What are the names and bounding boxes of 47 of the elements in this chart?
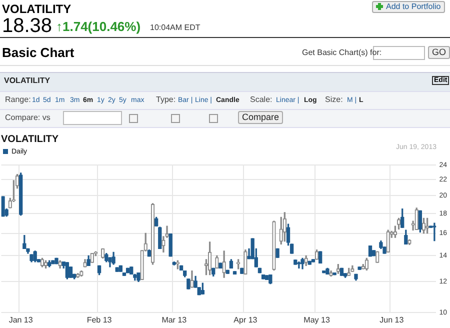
chart-title: VOLATILITY — [1, 134, 59, 145]
candlestick — [414, 208, 418, 230]
candlestick — [422, 218, 426, 234]
candlestick — [44, 260, 48, 269]
x-tick-label: Feb 13 — [86, 315, 112, 324]
candlestick — [101, 248, 105, 258]
candlestick — [329, 270, 333, 277]
candlestick — [222, 250, 226, 278]
text: Compare: vs — [5, 113, 50, 122]
text: GO — [432, 47, 446, 57]
candlestick — [425, 218, 430, 234]
x-tick-label: Jun 13 — [380, 315, 404, 324]
candlestick — [408, 239, 412, 246]
text: Compare — [242, 112, 280, 122]
text: 10:04AM EDT — [150, 23, 200, 32]
text: 18.38 — [2, 15, 52, 37]
candlestick — [432, 222, 436, 242]
candlestick — [244, 250, 248, 274]
candlestick — [364, 258, 369, 271]
text: Basic Chart — [2, 45, 74, 60]
text: ↑1.74(10.46%) — [56, 19, 141, 34]
candlestick — [80, 270, 84, 277]
x-tick-label: Mar 13 — [162, 315, 188, 324]
text: VOLATILITY — [2, 2, 72, 16]
candlestick — [150, 203, 155, 265]
candlestick — [90, 253, 94, 263]
candlestick — [336, 264, 340, 274]
text: Scale: — [250, 95, 272, 104]
text: Type: — [156, 95, 176, 104]
text: Range: — [5, 95, 31, 104]
x-tick-label: Apr 13 — [234, 315, 258, 324]
text: VOLATILITY — [4, 76, 50, 85]
candlestick — [350, 265, 354, 272]
candlestick — [58, 260, 62, 269]
candlestick — [347, 268, 351, 276]
candlestick — [215, 255, 219, 269]
text: Size: — [325, 95, 343, 104]
candlestick — [190, 270, 194, 288]
candlestick — [386, 230, 390, 253]
text: Add to Portfolio — [386, 2, 441, 11]
candlestick — [272, 220, 276, 271]
x-tick-label: Jan 13 — [8, 315, 34, 324]
candlestick — [83, 259, 87, 268]
x-tick-label: May 13 — [304, 315, 330, 324]
candlestick — [40, 258, 44, 268]
text: Get Basic Chart(s) for: — [302, 48, 382, 57]
candlestick — [304, 255, 308, 266]
